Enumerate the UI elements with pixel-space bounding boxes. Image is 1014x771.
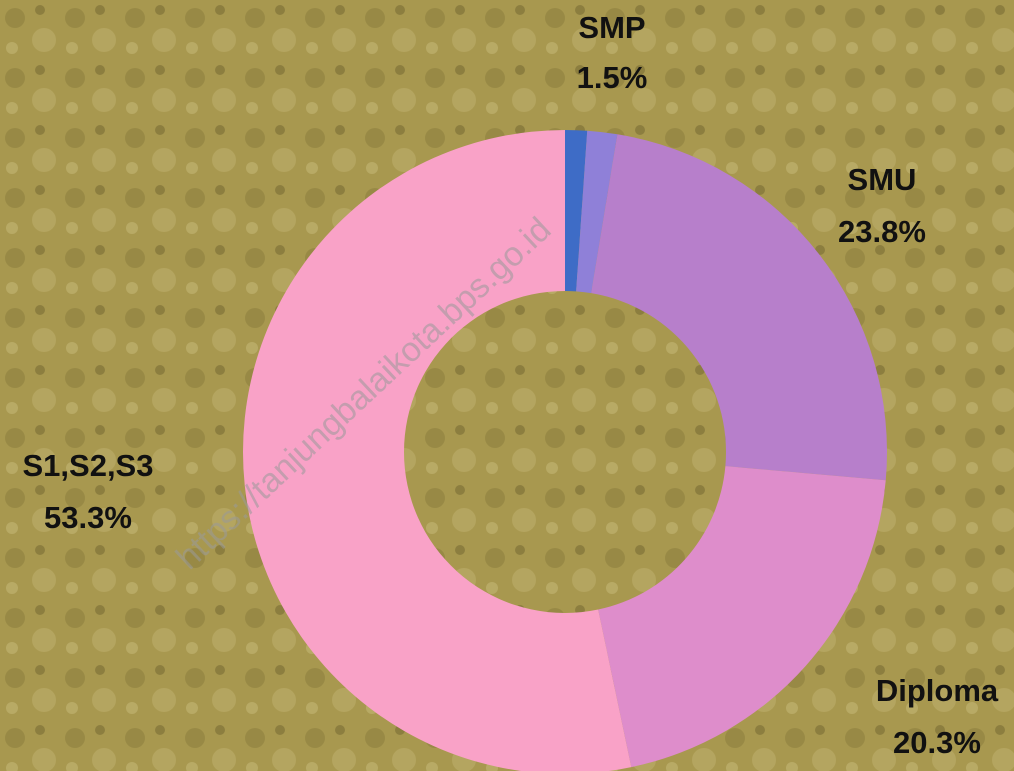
value-label: 23.8% <box>838 214 926 249</box>
slice-label: SMP <box>578 10 645 45</box>
slice-label: SMU <box>848 162 917 197</box>
slice-label: S1,S2,S3 <box>23 448 154 483</box>
slice-label: Diploma <box>876 673 999 708</box>
page: {"chart_data": {"type": "donut", "catego… <box>0 0 1014 771</box>
value-label: 1.5% <box>577 60 648 95</box>
chart: SMP 1.5% SMU 23.8% Diploma 20.3% S1,S2,S3 53.3%… <box>0 0 1014 771</box>
value-label: 53.3% <box>44 500 132 535</box>
value-label: 20.3% <box>893 725 981 760</box>
